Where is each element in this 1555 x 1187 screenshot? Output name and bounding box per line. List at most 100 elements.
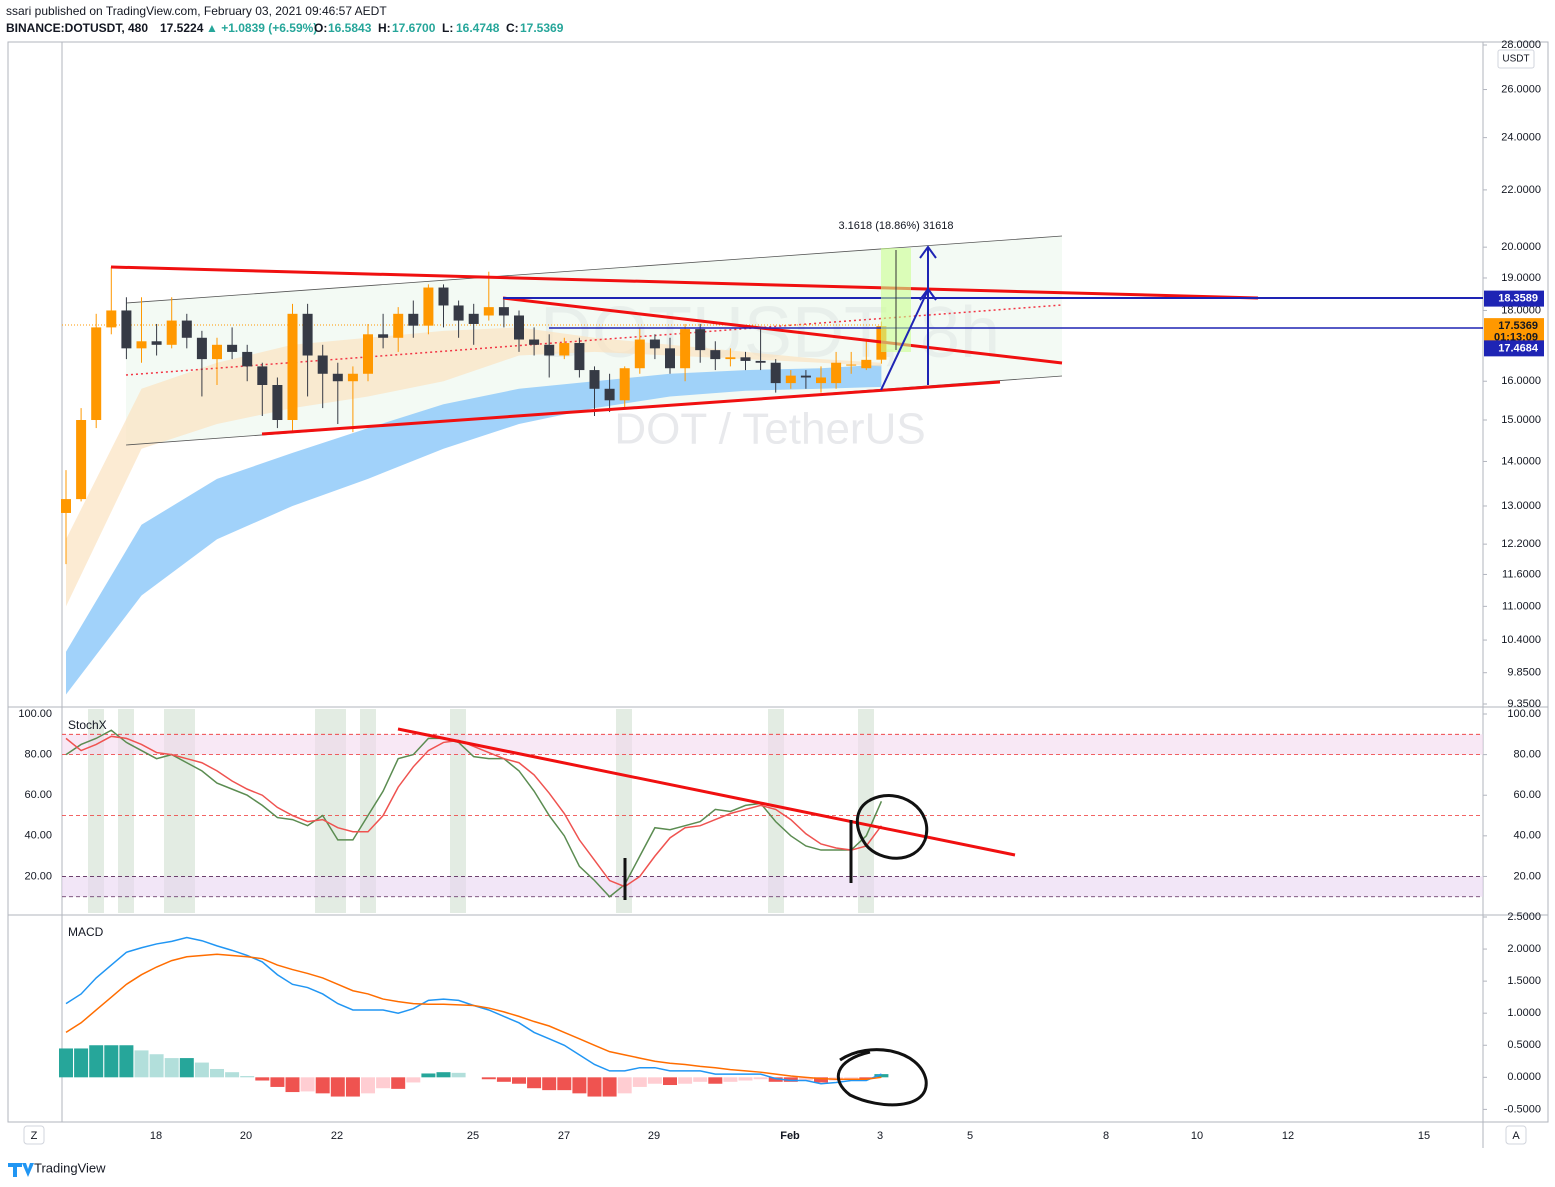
dotted-trend [125,304,1063,376]
header-value: H: [378,21,391,35]
histogram-bar [149,1054,164,1078]
header-value: C: [506,21,519,35]
trend-line [110,265,1259,300]
trend-line [261,380,1001,436]
trend-line [397,727,1016,857]
y-tick-label: 24.0000 [1501,132,1541,144]
histogram-bar [768,1077,783,1082]
x-tick-label: 20 [240,1130,252,1142]
histogram-bar [406,1077,421,1083]
candle-body [242,351,253,367]
y-tick-label: 10.4000 [1501,634,1541,646]
histogram-bar [240,1076,255,1078]
header-value: 16.4748 [456,21,500,35]
y-tick-label: 80.00 [1513,749,1541,761]
y-tick-label: 100.00 [1507,708,1541,720]
histogram-bar [557,1077,572,1091]
price-label-bg [1484,290,1544,307]
histogram-bar [798,1077,813,1081]
histogram-bar [391,1077,406,1089]
y-tick-label: 22.0000 [1501,184,1541,196]
candle-body [212,344,222,360]
candle-body [544,344,555,356]
histogram-bar [330,1077,345,1097]
histogram-bar [436,1072,451,1078]
histogram-bar [89,1045,104,1078]
logo-icon [8,1163,34,1177]
histogram-bar [783,1077,798,1082]
watermark-subtitle: DOT / TetherUS [614,405,925,454]
histogram-bar [376,1077,391,1089]
x-tick-label: 22 [331,1130,343,1142]
y-tick-label: 9.8500 [1507,667,1541,679]
y-tick-label: 2.5000 [1507,911,1541,923]
macd-title: MACD [68,925,104,939]
candle-body [453,305,464,321]
candle-body [423,287,434,326]
stoch-pane: 100.00 100.00 80.00 80.00 60.00 60.00 40.00 40.… [18,708,1541,898]
histogram-bar [693,1077,708,1082]
candle-body [347,373,358,382]
auto-button[interactable] [1505,1125,1527,1145]
candle-body [589,370,600,389]
candle-body [166,320,177,345]
candle-body [332,373,343,382]
x-tick-label: 25 [467,1130,479,1142]
y-tick-label: 0.5000 [1507,1039,1541,1051]
y-tick-label: -0.5000 [1504,1103,1541,1115]
candle-body [287,313,298,421]
histogram-bar [481,1077,496,1080]
y-tick-label: 60.00 [1513,789,1541,801]
y-tick-label: 1.0000 [1507,1007,1541,1019]
histogram-bar [496,1077,511,1082]
candle-body [619,368,630,401]
band [66,364,882,695]
histogram-bar [59,1048,73,1078]
candle-body [438,287,449,306]
histogram-bar [194,1062,209,1078]
channel-line [125,235,1063,304]
projection-line [880,289,929,391]
symbol: BINANCE:DOTUSDT, 480 [6,21,148,35]
y-tick-label-left: 40.00 [24,830,52,842]
candle-body [529,339,540,345]
candle-body [665,348,675,369]
candle-body [272,384,283,421]
candle-body [227,344,238,352]
y-tick-label: 12.2000 [1501,538,1541,550]
histogram-bar [587,1077,602,1097]
candle-body [408,313,419,326]
candle-body [634,339,645,369]
candle-body [831,362,842,384]
y-tick-label: 15.0000 [1501,414,1541,426]
x-tick-label: 18 [150,1130,162,1142]
header-value: ▲ +1.0839 (+6.59%) [206,21,317,35]
candle-body [91,327,102,421]
highlight [616,709,632,913]
candle-body [196,337,207,360]
histogram-bar [632,1077,647,1087]
candle-body [363,334,373,374]
y-tick-label: 28.0000 [1501,39,1541,51]
overbought-zone [62,734,1483,755]
histogram-bar [814,1077,828,1083]
y-tick-label-left: 100.00 [18,708,52,720]
candle-body [695,329,706,351]
y-tick-label: 40.00 [1513,830,1541,842]
histogram-bar [859,1077,874,1079]
highlight [88,709,104,913]
auto-label: A [1512,1130,1520,1142]
histogram-bar [134,1050,149,1078]
highlight [768,709,784,913]
y-tick-label: 18.0000 [1501,304,1541,316]
y-tick-label: 20.00 [1513,870,1541,882]
measure-label: 3.1618 (18.86%) 31618 [839,220,954,232]
histogram-bar [542,1077,557,1091]
histogram-bar [74,1048,89,1078]
zoom-button[interactable] [23,1125,45,1145]
candle-body [181,320,192,338]
histogram-bar [285,1077,300,1093]
currency-box[interactable] [1497,49,1535,69]
candle-body [121,310,132,349]
